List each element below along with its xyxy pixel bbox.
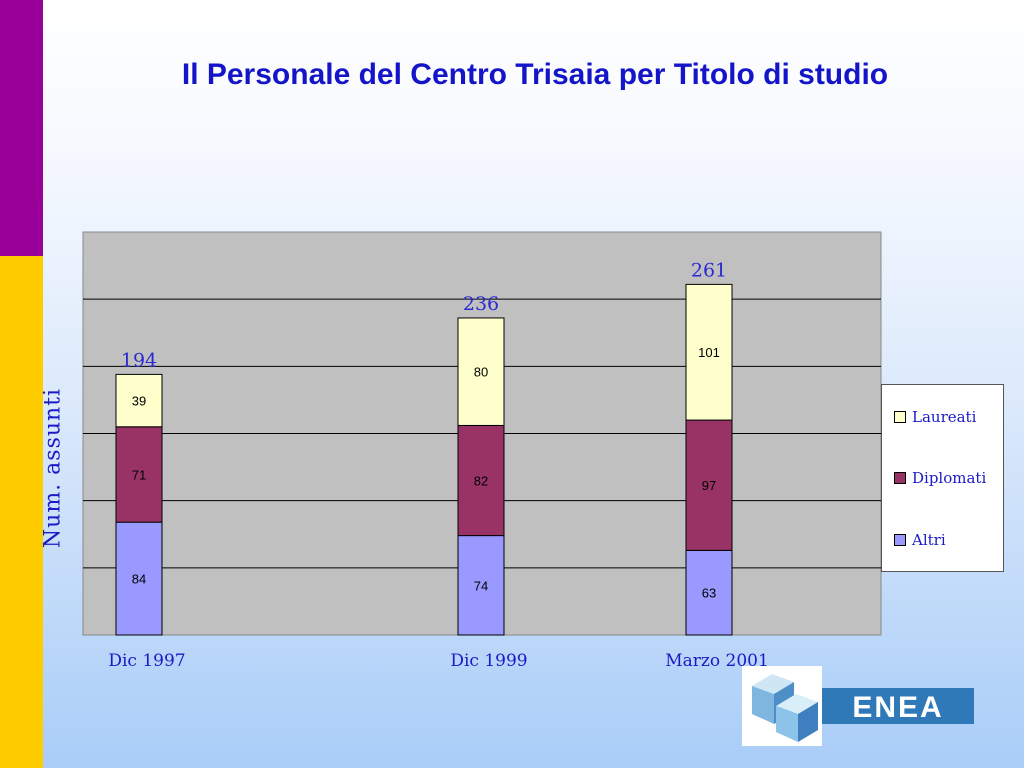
side-bar-purple — [0, 0, 43, 256]
bar-segment-altri — [685, 549, 733, 636]
legend-item-diplomati: Diplomati — [894, 469, 986, 487]
bar-segment-diplomati — [457, 424, 505, 537]
data-label: 82 — [474, 474, 488, 489]
legend-item-laureati: Laureati — [894, 408, 976, 426]
data-label: 97 — [702, 478, 716, 493]
legend-swatch-laureati — [894, 411, 906, 423]
total-label: 194 — [121, 349, 157, 371]
x-tick-label: Dic 1999 — [450, 651, 527, 671]
data-label: 74 — [474, 578, 488, 593]
bar-segment-diplomati — [115, 426, 163, 523]
legend-label-laureati: Laureati — [912, 408, 977, 426]
data-label: 101 — [698, 345, 720, 360]
bar-segment-altri — [115, 521, 163, 636]
slide-title: Il Personale del Centro Trisaia per Tito… — [181, 58, 889, 91]
side-bar-yellow — [0, 256, 43, 768]
legend-swatch-altri — [894, 534, 906, 546]
x-tick-label: Dic 1997 — [108, 651, 185, 671]
legend-swatch-diplomati — [894, 472, 906, 484]
logo-text: ENEA — [852, 691, 943, 724]
enea-logo: ENEA — [742, 666, 974, 746]
legend-label-diplomati: Diplomati — [912, 469, 987, 487]
legend-label-altri: Altri — [912, 531, 946, 549]
total-label: 261 — [691, 259, 727, 281]
total-label: 236 — [463, 293, 499, 315]
bar-segment-laureati — [115, 373, 163, 428]
chart-legend: Laureati Diplomati Altri — [881, 384, 1004, 572]
data-label: 84 — [132, 572, 146, 587]
data-label: 71 — [132, 467, 146, 482]
data-label: 39 — [132, 394, 146, 409]
data-label: 80 — [474, 365, 488, 380]
bar-segment-diplomati — [685, 419, 733, 551]
bar-segment-altri — [457, 535, 505, 636]
legend-item-altri: Altri — [894, 531, 946, 549]
bar-segment-laureati — [685, 283, 733, 421]
data-label: 63 — [702, 586, 716, 601]
bar-segment-laureati — [457, 317, 505, 426]
